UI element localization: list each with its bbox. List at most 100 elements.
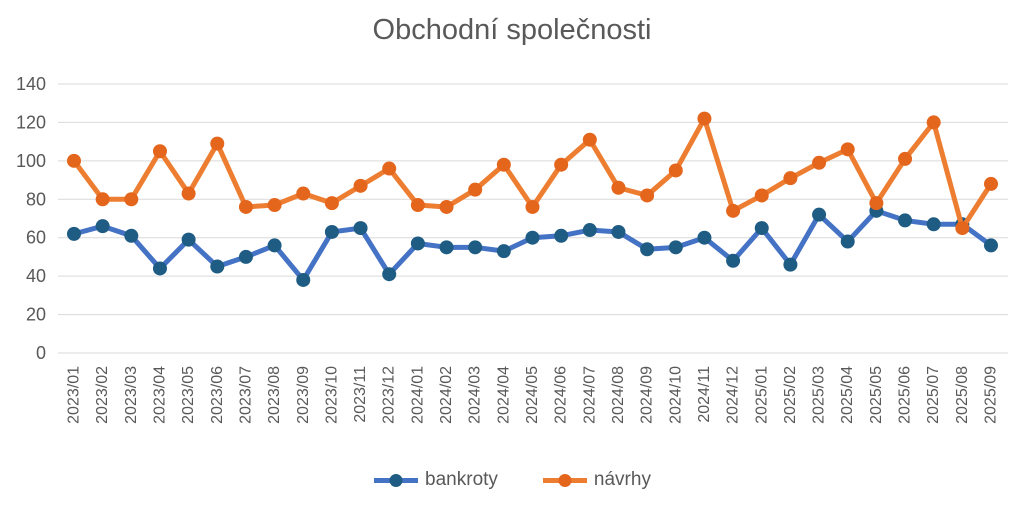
data-point-bankroty-2023/03[interactable]	[124, 228, 139, 243]
data-point-návrhy-2025/04[interactable]	[840, 142, 855, 157]
chart-title: Obchodní společnosti	[372, 14, 652, 46]
data-point-návrhy-2023/05[interactable]	[181, 186, 196, 201]
data-point-návrhy-2025/03[interactable]	[812, 155, 827, 170]
data-point-bankroty-2023/12[interactable]	[382, 267, 397, 282]
series-bankroty[interactable]	[67, 203, 998, 287]
x-tick-label: 2023/04	[151, 366, 168, 424]
legend-item-navrhy[interactable]: návrhy	[542, 469, 651, 491]
data-point-bankroty-2024/10[interactable]	[668, 240, 683, 255]
data-point-návrhy-2024/07[interactable]	[582, 132, 597, 147]
data-point-bankroty-2023/01[interactable]	[67, 226, 81, 241]
data-point-návrhy-2024/12[interactable]	[726, 203, 741, 218]
data-point-návrhy-2024/02[interactable]	[439, 199, 454, 214]
data-point-návrhy-2023/12[interactable]	[382, 161, 397, 176]
data-point-bankroty-2024/11[interactable]	[697, 230, 712, 245]
legend-label-navrhy: návrhy	[593, 469, 651, 490]
x-tick-label: 2023/07	[237, 366, 254, 424]
x-tick-label: 2024/12	[725, 366, 742, 424]
x-tick-label: 2025/03	[811, 366, 828, 424]
x-tick-label: 2025/08	[954, 366, 971, 424]
data-point-bankroty-2025/06[interactable]	[898, 213, 913, 228]
data-point-návrhy-2024/08[interactable]	[611, 180, 626, 195]
data-point-bankroty-2023/10[interactable]	[324, 224, 339, 239]
x-tick-label: 2024/04	[495, 366, 512, 424]
legend-marker-navrhy-icon	[542, 473, 587, 487]
data-point-bankroty-2024/09[interactable]	[640, 242, 655, 257]
data-point-návrhy-2024/06[interactable]	[554, 157, 569, 172]
data-point-návrhy-2023/09[interactable]	[296, 186, 311, 201]
data-point-bankroty-2023/11[interactable]	[353, 221, 368, 236]
x-tick-label: 2024/07	[581, 366, 598, 424]
data-point-návrhy-2025/07[interactable]	[926, 115, 941, 130]
x-tick-label: 2025/06	[897, 366, 914, 424]
data-point-bankroty-2023/08[interactable]	[267, 238, 282, 253]
data-point-bankroty-2023/09[interactable]	[296, 272, 311, 287]
data-point-návrhy-2023/02[interactable]	[95, 192, 110, 207]
x-tick-label: 2023/11	[352, 366, 369, 423]
x-tick-label: 2024/05	[524, 366, 541, 424]
data-point-bankroty-2024/12[interactable]	[726, 253, 741, 268]
data-point-návrhy-2024/01[interactable]	[410, 198, 425, 213]
x-tick-label: 2025/02	[782, 366, 799, 424]
data-point-návrhy-2023/01[interactable]	[67, 153, 81, 168]
data-point-návrhy-2025/01[interactable]	[754, 188, 769, 203]
data-point-návrhy-2024/11[interactable]	[697, 111, 712, 126]
data-point-bankroty-2025/02[interactable]	[783, 257, 798, 272]
y-tick-label: 40	[26, 266, 46, 286]
data-point-bankroty-2023/06[interactable]	[210, 259, 225, 274]
data-point-návrhy-2023/07[interactable]	[238, 199, 253, 214]
x-tick-label: 2023/10	[323, 366, 340, 424]
x-tick-label: 2023/05	[180, 366, 197, 424]
x-tick-label: 2025/01	[753, 366, 770, 424]
data-point-bankroty-2024/02[interactable]	[439, 240, 454, 255]
data-point-návrhy-2025/06[interactable]	[898, 151, 913, 166]
legend-item-bankroty[interactable]: bankroty	[373, 469, 498, 491]
x-tick-label: 2023/01	[66, 366, 83, 424]
data-point-bankroty-2024/05[interactable]	[525, 230, 540, 245]
data-point-bankroty-2024/07[interactable]	[582, 223, 597, 238]
data-point-bankroty-2023/04[interactable]	[152, 261, 167, 276]
chart-legend: bankroty návrhy	[0, 469, 1024, 491]
x-tick-label: 2023/06	[209, 366, 226, 424]
data-point-bankroty-2024/03[interactable]	[468, 240, 483, 255]
data-point-bankroty-2023/07[interactable]	[238, 249, 253, 264]
data-point-bankroty-2024/08[interactable]	[611, 224, 626, 239]
data-point-návrhy-2024/10[interactable]	[668, 163, 683, 178]
data-point-návrhy-2024/05[interactable]	[525, 199, 540, 214]
data-point-bankroty-2025/04[interactable]	[840, 234, 855, 249]
data-point-bankroty-2023/05[interactable]	[181, 232, 196, 247]
x-tick-label: 2024/02	[438, 366, 455, 424]
legend-label-bankroty: bankroty	[425, 469, 498, 490]
data-point-bankroty-2025/01[interactable]	[754, 221, 769, 236]
data-point-bankroty-2025/09[interactable]	[984, 238, 998, 253]
data-point-návrhy-2023/04[interactable]	[152, 144, 167, 159]
data-point-návrhy-2025/08[interactable]	[955, 221, 970, 236]
data-point-bankroty-2024/04[interactable]	[496, 244, 511, 259]
data-point-návrhy-2024/04[interactable]	[496, 157, 511, 172]
data-point-návrhy-2023/08[interactable]	[267, 198, 282, 213]
data-point-bankroty-2025/07[interactable]	[926, 217, 941, 232]
data-point-návrhy-2025/09[interactable]	[984, 176, 998, 191]
y-axis-labels: 0 20 40 60 80 100 120 140	[16, 74, 46, 363]
data-point-návrhy-2023/06[interactable]	[210, 136, 225, 151]
data-point-návrhy-2024/09[interactable]	[640, 188, 655, 203]
x-tick-label: 2023/03	[123, 366, 140, 424]
data-point-návrhy-2023/10[interactable]	[324, 196, 339, 211]
series-návrhy[interactable]	[67, 111, 998, 236]
data-point-návrhy-2024/03[interactable]	[468, 182, 483, 197]
data-point-návrhy-2025/05[interactable]	[869, 196, 884, 211]
x-tick-label: 2023/08	[266, 366, 283, 424]
x-tick-label: 2025/04	[839, 366, 856, 424]
data-point-návrhy-2023/11[interactable]	[353, 178, 368, 193]
y-tick-label: 140	[16, 74, 46, 94]
data-point-bankroty-2024/06[interactable]	[554, 228, 569, 243]
data-point-bankroty-2023/02[interactable]	[95, 219, 110, 234]
data-point-bankroty-2025/03[interactable]	[812, 207, 827, 222]
data-point-návrhy-2023/03[interactable]	[124, 192, 139, 207]
y-tick-label: 120	[16, 112, 46, 132]
data-point-návrhy-2025/02[interactable]	[783, 171, 798, 186]
data-point-bankroty-2024/01[interactable]	[410, 236, 425, 251]
y-tick-label: 80	[26, 189, 46, 209]
x-tick-label: 2024/11	[696, 366, 713, 423]
